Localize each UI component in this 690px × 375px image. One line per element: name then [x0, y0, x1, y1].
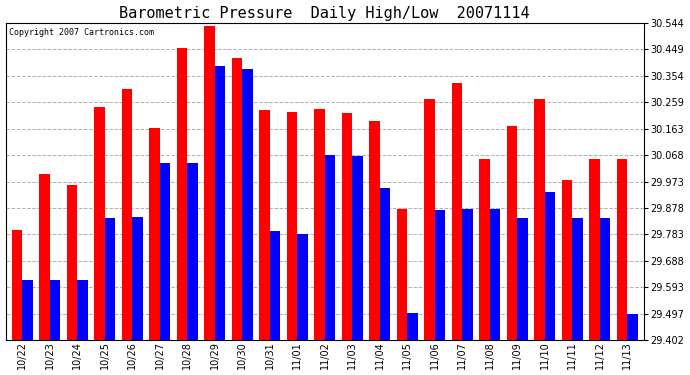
Bar	[149, 128, 159, 340]
Bar	[424, 99, 435, 340]
Bar	[242, 69, 253, 340]
Bar	[177, 48, 187, 340]
Bar	[270, 231, 280, 340]
Bar	[479, 159, 490, 340]
Bar	[342, 113, 352, 340]
Bar	[132, 217, 143, 340]
Bar	[50, 280, 60, 340]
Bar	[12, 230, 22, 340]
Bar	[297, 234, 308, 340]
Bar	[204, 26, 215, 340]
Bar	[369, 122, 380, 340]
Bar	[407, 313, 417, 340]
Bar	[572, 219, 582, 340]
Text: Copyright 2007 Cartronics.com: Copyright 2007 Cartronics.com	[9, 28, 154, 37]
Bar	[600, 219, 610, 340]
Bar	[397, 209, 407, 340]
Bar	[562, 180, 572, 340]
Bar	[77, 280, 88, 340]
Bar	[617, 159, 627, 340]
Bar	[435, 210, 445, 340]
Bar	[232, 57, 242, 340]
Bar	[627, 314, 638, 340]
Bar	[39, 174, 50, 340]
Bar	[286, 112, 297, 340]
Bar	[544, 192, 555, 340]
Title: Barometric Pressure  Daily High/Low  20071114: Barometric Pressure Daily High/Low 20071…	[119, 6, 530, 21]
Bar	[215, 66, 225, 340]
Bar	[534, 99, 544, 340]
Bar	[105, 219, 115, 340]
Bar	[187, 163, 197, 340]
Bar	[589, 159, 600, 340]
Bar	[22, 279, 32, 340]
Bar	[94, 108, 105, 340]
Bar	[159, 163, 170, 340]
Bar	[259, 110, 270, 340]
Bar	[352, 156, 362, 340]
Bar	[517, 219, 528, 340]
Bar	[314, 109, 324, 340]
Bar	[121, 90, 132, 340]
Bar	[452, 82, 462, 340]
Bar	[324, 154, 335, 340]
Bar	[380, 188, 390, 340]
Bar	[490, 209, 500, 340]
Bar	[506, 126, 517, 340]
Bar	[462, 209, 473, 340]
Bar	[67, 185, 77, 340]
